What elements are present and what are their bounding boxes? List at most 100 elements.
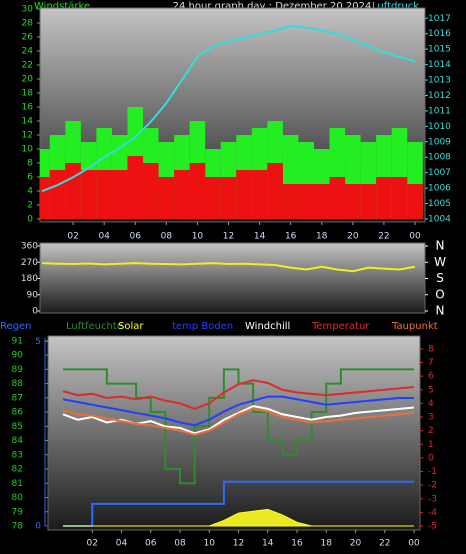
- y2-tick-label: 6: [428, 372, 434, 382]
- x-tick-label: 04: [116, 539, 128, 549]
- y-tick-label: 0: [27, 215, 33, 225]
- y2-tick-label: 3: [428, 413, 434, 423]
- plot-layer: [41, 262, 416, 273]
- y-tick-label: 2: [27, 201, 33, 211]
- y2-tick-label: -2: [428, 481, 437, 491]
- x-tick-label: 22: [378, 232, 389, 242]
- x-tick-label: 16: [291, 539, 303, 549]
- y-tick-label: 6: [27, 173, 33, 183]
- bar: [49, 170, 66, 219]
- x-tick-label: 18: [321, 539, 333, 549]
- y2-tick-label: 1005: [428, 199, 451, 209]
- bar: [236, 170, 252, 219]
- bar: [251, 170, 268, 219]
- line: [62, 407, 415, 436]
- y-tick-label: 86: [12, 408, 24, 418]
- y-tick-label: 80: [12, 493, 24, 503]
- y2-tick-label: 4: [428, 399, 434, 409]
- y2-tick-label: 1012: [428, 91, 451, 101]
- bar: [329, 177, 346, 219]
- chart-title: 24 hour graph day : Dezember 20 2024: [173, 1, 372, 12]
- x-tick-label: 06: [130, 232, 142, 242]
- x-tick-label: 14: [254, 232, 266, 242]
- line: [62, 379, 415, 410]
- y2-tick-label: S: [436, 271, 444, 285]
- y2-tick-label: 1004: [428, 215, 451, 225]
- legend-entry: Taupunkt: [391, 321, 438, 332]
- bar: [282, 184, 299, 219]
- bar: [407, 184, 423, 219]
- bar: [127, 156, 144, 219]
- y-tick-label: 180: [21, 274, 38, 284]
- x-tick-label: 10: [204, 539, 216, 549]
- y2-tick-label: 1009: [428, 137, 451, 147]
- x-tick-label: 14: [262, 539, 274, 549]
- bar: [360, 184, 377, 219]
- y-axis-label: Windstärke: [34, 1, 90, 12]
- x-tick-label: 12: [233, 539, 244, 549]
- bar: [391, 177, 408, 219]
- y-tick-label: 26: [22, 33, 34, 43]
- bar: [376, 177, 392, 219]
- y-tick-label: 78: [12, 522, 24, 532]
- y-tick-label: 81: [12, 479, 23, 489]
- y2-tick-label: 1006: [428, 184, 451, 194]
- y-tick-label: 88: [12, 379, 24, 389]
- y2-tick-label: -3: [428, 494, 437, 504]
- bar: [174, 170, 190, 219]
- step-line: [63, 368, 414, 485]
- x-tick-label: 02: [87, 539, 98, 549]
- y-tick-label: 360: [21, 242, 38, 252]
- y-tick-label: 20: [22, 75, 34, 85]
- plot-layer: [62, 368, 415, 527]
- x-tick-label: 04: [98, 232, 110, 242]
- y-tick-label: 22: [22, 61, 33, 71]
- y2-tick-label: 1016: [428, 29, 451, 39]
- legend-entry: Windchill: [245, 321, 290, 332]
- y-tick-label: 91: [12, 336, 23, 346]
- bar: [313, 184, 330, 219]
- y2-tick-label: 1011: [428, 106, 451, 116]
- plot-layer: [40, 24, 423, 219]
- y2-tick-label: N: [436, 239, 445, 253]
- line: [41, 24, 416, 193]
- bar: [96, 170, 112, 219]
- legend-entry: Regen: [0, 321, 32, 332]
- x-tick-label: 06: [145, 539, 157, 549]
- legend-entry: Solar: [118, 321, 144, 332]
- line: [62, 395, 414, 427]
- bar: [65, 163, 81, 219]
- y-tick-label: 18: [22, 89, 34, 99]
- y-tick-label: 84: [12, 436, 24, 446]
- y-tick-label: 83: [12, 450, 23, 460]
- y-tick-label: 270: [21, 258, 38, 268]
- y2-tick-label: 1007: [428, 168, 451, 178]
- y-tick-label: 85: [12, 422, 23, 432]
- y2-tick-label: N: [436, 304, 445, 318]
- legend-entry: temp Boden: [172, 321, 233, 332]
- x-tick-label: 16: [285, 232, 297, 242]
- y-tick-label: 87: [12, 393, 23, 403]
- x-tick-label: 20: [347, 232, 359, 242]
- plot-area: [39, 242, 426, 314]
- y2-tick-label: 1015: [428, 45, 451, 55]
- y2-tick-label: 1014: [428, 60, 451, 70]
- y2-tick-label: 1013: [428, 76, 451, 86]
- y2-tick-label: O: [435, 287, 444, 301]
- x-tick-label: 08: [174, 539, 186, 549]
- y3-tick-label: 0: [35, 522, 41, 532]
- bar: [111, 170, 128, 219]
- y-tick-label: 0: [32, 307, 38, 317]
- plot-area: [47, 335, 421, 531]
- legend-entry: Luftfeuchte: [66, 321, 123, 332]
- bar: [40, 177, 50, 219]
- area: [63, 508, 414, 527]
- y3-tick-label: 5: [35, 337, 41, 347]
- line: [41, 262, 416, 273]
- bar: [189, 163, 206, 219]
- bar: [80, 170, 97, 219]
- step-line: [63, 480, 414, 527]
- x-tick-label: 08: [161, 232, 173, 242]
- x-tick-label: 18: [316, 232, 328, 242]
